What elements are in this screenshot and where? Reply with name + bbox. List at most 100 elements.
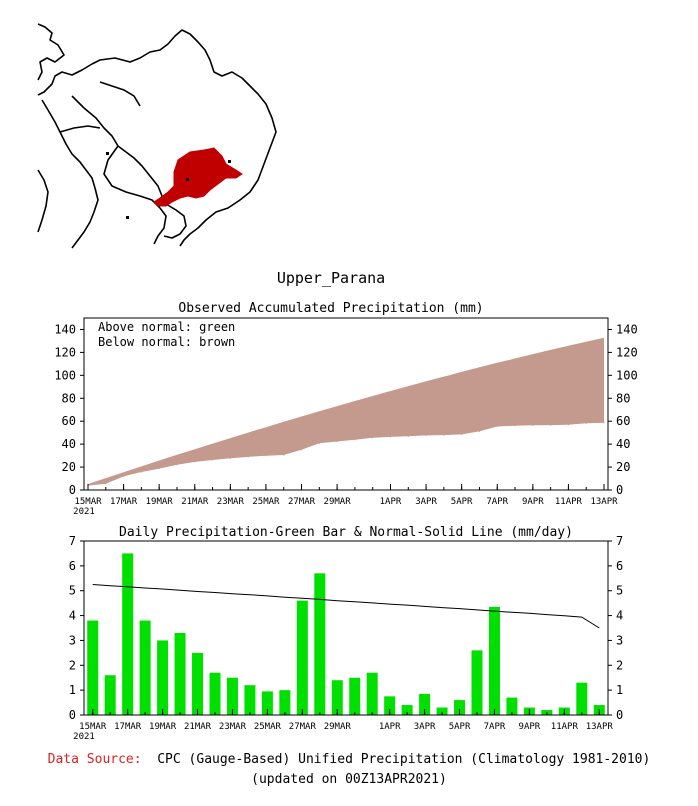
y-tick-label-left: 4 xyxy=(69,609,76,623)
x-tick-label: 23MAR xyxy=(219,722,247,732)
x-tick-label: 7APR xyxy=(486,497,508,507)
observed-point-9APR xyxy=(532,424,534,426)
x-tick-label: 21MAR xyxy=(181,497,209,507)
x-tick-label: 27MAR xyxy=(289,722,317,732)
x-tick-label: 9APR xyxy=(522,497,544,507)
daily-bar-7APR xyxy=(488,606,500,715)
x-tick-label: 27MAR xyxy=(288,497,316,507)
daily-bar-27MAR xyxy=(296,600,308,715)
daily-bar-17MAR xyxy=(122,553,134,715)
daily-bar-31MAR xyxy=(366,672,378,715)
x-tick-label: 5APR xyxy=(449,722,471,732)
normal-line xyxy=(92,584,600,629)
observed-point-16MAR xyxy=(105,483,107,485)
observed-point-19MAR xyxy=(158,467,160,470)
x-tick-label: 17MAR xyxy=(110,497,138,507)
y-tick-label-left: 100 xyxy=(54,368,76,382)
y-tick-label-left: 20 xyxy=(62,460,76,474)
locator-map xyxy=(37,23,277,249)
y-tick-label-left: 140 xyxy=(54,322,76,336)
x-tick-label: 1APR xyxy=(379,722,401,732)
observed-point-1APR xyxy=(389,436,392,438)
x-tick-label: 15MAR xyxy=(74,497,102,507)
x-tick-label: 3APR xyxy=(414,722,436,732)
x-tick-label: 13APR xyxy=(586,722,614,732)
y-tick-label-right: 4 xyxy=(616,609,623,623)
observed-point-17MAR xyxy=(122,475,125,477)
region-parana-basin xyxy=(153,147,243,207)
y-tick-label-right: 2 xyxy=(616,658,623,672)
y-tick-label-right: 60 xyxy=(616,414,630,428)
daily-bar-26MAR xyxy=(279,690,291,715)
normal-line-layer xyxy=(92,584,600,629)
x-tick-label: 23MAR xyxy=(217,497,245,507)
daily-bar-29MAR xyxy=(331,680,343,715)
observed-point-13APR xyxy=(603,422,605,424)
y-tick-label-right: 20 xyxy=(616,460,630,474)
updated-line: (updated on 00Z13APR2021) xyxy=(251,772,447,787)
x-tick-label: 29MAR xyxy=(324,722,352,732)
y-tick-label-right: 3 xyxy=(616,633,623,647)
observed-point-12APR xyxy=(585,422,587,424)
observed-point-8APR xyxy=(514,425,516,427)
x-tick-label: 1APR xyxy=(380,497,402,507)
x-tick-label: 13APR xyxy=(590,497,618,507)
daily-bar-5APR xyxy=(454,700,466,715)
accumulated-area-layer xyxy=(87,337,605,487)
y-tick-label-right: 6 xyxy=(616,559,623,573)
daily-bar-3APR xyxy=(419,693,431,715)
observed-point-28MAR xyxy=(318,442,320,444)
observed-point-2APR xyxy=(407,435,409,437)
x-tick-label: 9APR xyxy=(519,722,541,732)
x-tick-label: 5APR xyxy=(451,497,473,507)
observed-point-3APR xyxy=(425,434,427,437)
y-tick-label-right: 140 xyxy=(616,322,638,336)
x-tick-label: 7APR xyxy=(484,722,506,732)
y-tick-label-left: 40 xyxy=(62,437,76,451)
daily-bar-1APR xyxy=(384,696,396,715)
observed-point-5APR xyxy=(461,433,463,435)
y-tick-label-left: 0 xyxy=(69,483,76,497)
daily-bar-28MAR xyxy=(314,573,326,715)
daily-bar-2APR xyxy=(401,705,413,715)
x-tick-label: 3APR xyxy=(415,497,437,507)
legend-above-normal: Above normal: green xyxy=(98,320,235,334)
x-tick-label: 19MAR xyxy=(149,722,177,732)
y-tick-label-right: 120 xyxy=(616,345,638,359)
x-tick-label: 25MAR xyxy=(252,497,280,507)
data-source-label: Data Source: xyxy=(47,752,142,767)
y-tick-label-left: 80 xyxy=(62,391,76,405)
below-normal-area xyxy=(88,337,604,486)
observed-point-11APR xyxy=(567,424,570,426)
y-tick-label-right: 7 xyxy=(616,534,623,548)
x-tick-label: 11APR xyxy=(551,722,579,732)
region-highlight xyxy=(153,147,243,207)
daily-y-axis: 0 0 1 1 2 2 3 3 4 4 5 5 6 6 7 7 xyxy=(69,534,623,722)
daily-bar-18MAR xyxy=(139,620,151,715)
accumulated-chart: Observed Accumulated Precipitation (mm) … xyxy=(54,301,637,517)
observed-point-29MAR xyxy=(336,440,338,443)
accumulated-x-axis: 15MAR 17MAR 19MAR 21MAR 23MAR 25MAR 27MAR 29MAR… xyxy=(74,484,618,507)
data-source-text: CPC (Gauge-Based) Unified Precipitation … xyxy=(157,752,651,767)
observed-point-27MAR xyxy=(300,449,303,451)
daily-chart-title: Daily Precipitation-Green Bar & Normal-S… xyxy=(119,525,573,540)
observed-point-7APR xyxy=(496,425,498,428)
daily-year-label: 2021 xyxy=(73,732,95,742)
daily-bar-19MAR xyxy=(157,640,169,715)
daily-bar-23MAR xyxy=(226,677,238,715)
x-tick-label: 29MAR xyxy=(324,497,352,507)
daily-bar-8APR xyxy=(506,697,518,715)
daily-chart: Daily Precipitation-Green Bar & Normal-S… xyxy=(69,525,623,742)
y-tick-label-right: 40 xyxy=(616,437,630,451)
y-tick-label-left: 6 xyxy=(69,559,76,573)
x-tick-label: 21MAR xyxy=(184,722,212,732)
y-tick-label-left: 1 xyxy=(69,683,76,697)
y-tick-label-right: 80 xyxy=(616,391,630,405)
daily-bar-15MAR xyxy=(87,620,99,715)
y-tick-label-right: 0 xyxy=(616,483,623,497)
map-outlines xyxy=(37,23,277,249)
y-tick-label-left: 3 xyxy=(69,633,76,647)
y-tick-label-right: 1 xyxy=(616,683,623,697)
observed-point-22MAR xyxy=(211,459,214,461)
